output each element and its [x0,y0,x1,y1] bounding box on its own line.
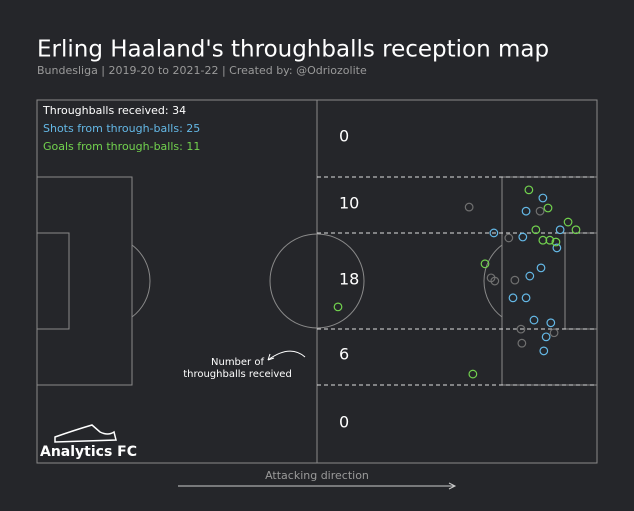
zone-count: 10 [339,194,359,213]
data-point [539,346,549,356]
data-point [490,276,500,286]
data-point [521,206,531,216]
data-point [525,271,535,281]
legend-entry: Throughballs received: 34 [42,104,186,117]
annotation-box: Number of throughballs received [183,357,292,380]
data-point [468,369,478,379]
left-six [36,232,70,330]
data-point [535,206,545,216]
legend-entry: Goals from through-balls: 11 [43,140,200,153]
zone-count: 0 [339,413,349,432]
right-six [564,232,598,330]
data-point [504,233,514,243]
data-point [489,228,499,238]
chart-title: Erling Haaland's throughballs reception … [37,37,549,63]
logo-text: Analytics FC [40,444,137,460]
data-point [545,235,555,245]
data-point [517,338,527,348]
data-point [480,259,490,269]
annotation-arrowhead [267,353,275,361]
right-box [501,176,598,386]
data-point [510,275,520,285]
data-point [524,185,534,195]
data-point [536,263,546,273]
centre-circle [269,233,365,329]
annotation: Number of throughballs received [183,357,292,380]
data-point [531,225,541,235]
data-point [521,293,531,303]
data-point [541,332,551,342]
data-point [549,328,559,338]
data-point [571,225,581,235]
data-point [546,318,556,328]
data-point [333,302,343,312]
data-point [516,324,526,334]
data-point [538,193,548,203]
left-arc [131,244,151,318]
direction-label: Attacking direction [265,469,369,482]
zone-count: 18 [339,270,359,289]
data-point [508,293,518,303]
annotation-arrow [267,350,306,361]
chart-subtitle: Bundesliga | 2019-20 to 2021-22 | Create… [37,64,367,77]
data-point [529,315,539,325]
data-point [543,203,553,213]
logo-boot [54,424,117,443]
data-point [552,243,562,253]
data-point [464,202,474,212]
data-point [555,225,565,235]
data-point [563,217,573,227]
direction-arrowhead [448,482,457,490]
legend-entry: Shots from through-balls: 25 [43,122,200,135]
right-arc [483,244,503,318]
pitch [36,99,598,464]
data-point [551,237,561,247]
data-point [518,232,528,242]
left-box [36,176,133,386]
zone-count: 0 [339,127,349,146]
zone-count: 6 [339,345,349,364]
